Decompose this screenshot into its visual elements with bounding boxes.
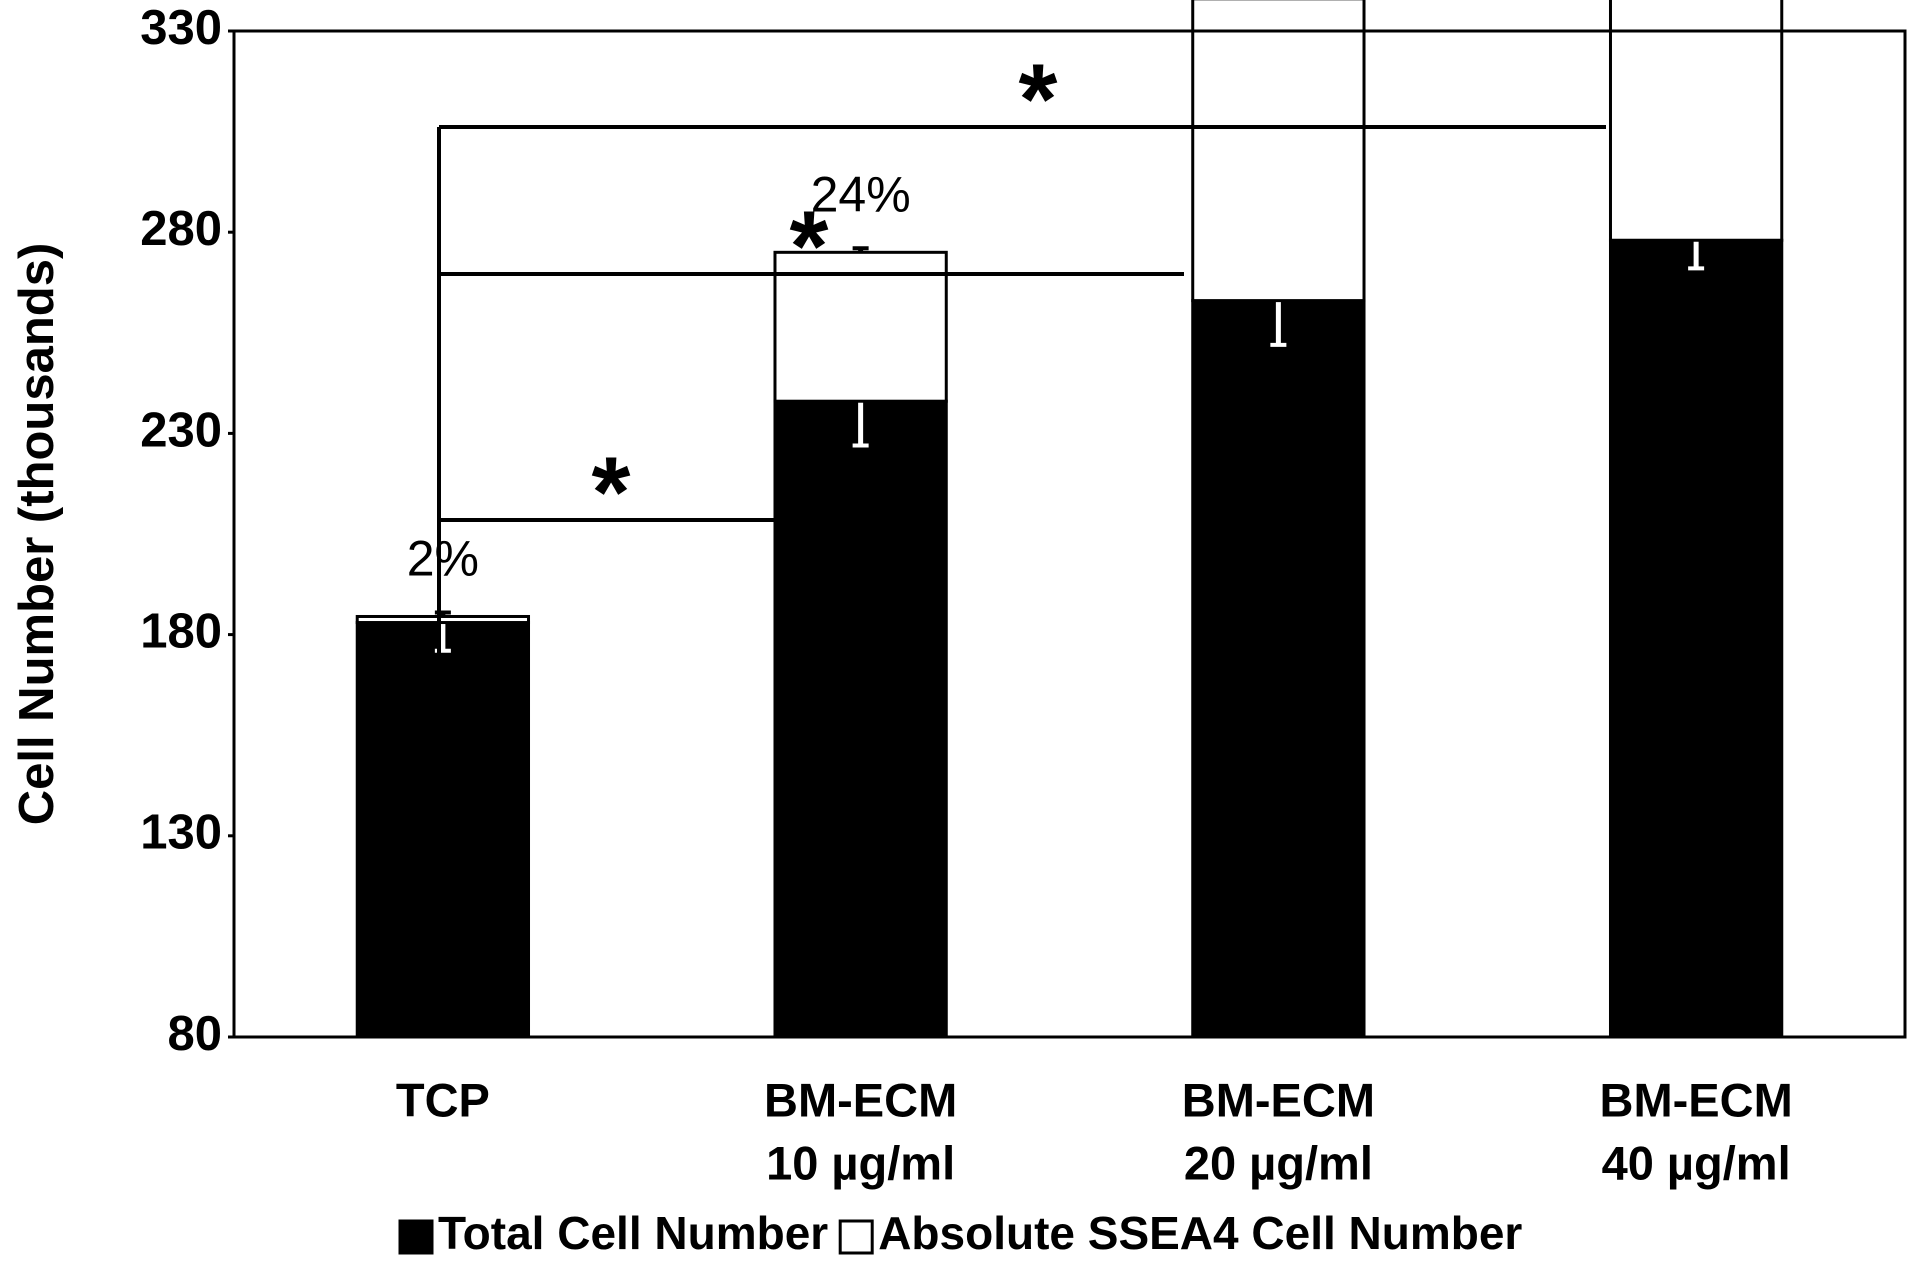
bar-segment <box>355 621 531 1039</box>
bar-segment <box>773 399 948 1039</box>
legend-label: Absolute SSEA4 Cell Number <box>878 1207 1522 1259</box>
x-tick-label: TCP <box>396 1073 490 1126</box>
x-tick-label: BM-ECM <box>1182 1073 1375 1126</box>
y-tick-label: 330 <box>140 1 222 55</box>
percent-label: 24% <box>811 166 911 222</box>
legend-swatch <box>398 1219 434 1255</box>
x-tick-label: 20 µg/ml <box>1184 1136 1373 1189</box>
legend-label: Total Cell Number <box>438 1207 828 1259</box>
bar-segment <box>355 614 531 625</box>
y-tick-label: 280 <box>140 202 222 256</box>
y-axis-title: Cell Number (thousands) <box>10 243 64 826</box>
x-tick-label: BM-ECM <box>764 1073 957 1126</box>
significance-star: * <box>790 190 829 302</box>
y-tick-label: 80 <box>167 1007 222 1061</box>
significance-star: * <box>592 436 631 548</box>
bar-segment <box>1191 299 1366 1039</box>
x-tick-label: 40 µg/ml <box>1602 1136 1791 1189</box>
x-tick-label: 10 µg/ml <box>766 1136 955 1189</box>
legend-swatch <box>838 1219 874 1255</box>
plot-frame <box>232 29 1907 1039</box>
bar-segment <box>1608 238 1784 1039</box>
percent-label: 2% <box>407 531 479 587</box>
significance-star: * <box>1019 43 1058 155</box>
y-tick-label: 180 <box>140 605 222 659</box>
y-tick-label: 130 <box>140 806 222 860</box>
x-tick-label: BM-ECM <box>1600 1073 1793 1126</box>
bar-segment <box>773 250 948 403</box>
bar-segment <box>1191 0 1366 303</box>
y-tick-label: 230 <box>140 403 222 457</box>
bar-segment <box>1608 0 1784 242</box>
